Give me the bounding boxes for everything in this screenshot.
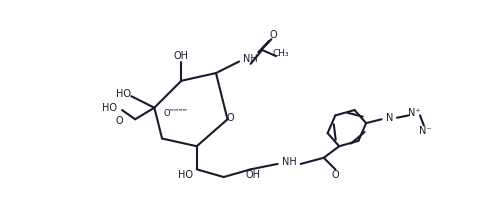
Text: O: O bbox=[331, 170, 339, 180]
Text: O: O bbox=[116, 116, 123, 126]
Text: O: O bbox=[270, 30, 278, 40]
Text: OH: OH bbox=[174, 51, 189, 61]
Text: N: N bbox=[385, 113, 393, 123]
Text: CH₃: CH₃ bbox=[272, 49, 289, 58]
Text: HO: HO bbox=[178, 170, 192, 180]
Text: N⁻: N⁻ bbox=[419, 126, 432, 136]
Text: NH: NH bbox=[282, 157, 296, 167]
Text: HO: HO bbox=[116, 89, 131, 99]
Text: NH: NH bbox=[243, 54, 258, 64]
Text: O: O bbox=[226, 113, 234, 123]
Text: N⁺: N⁺ bbox=[408, 108, 421, 118]
Text: HO: HO bbox=[102, 103, 117, 113]
Text: O‴‴‴‴: O‴‴‴‴ bbox=[164, 109, 188, 118]
Text: OH: OH bbox=[245, 170, 260, 180]
